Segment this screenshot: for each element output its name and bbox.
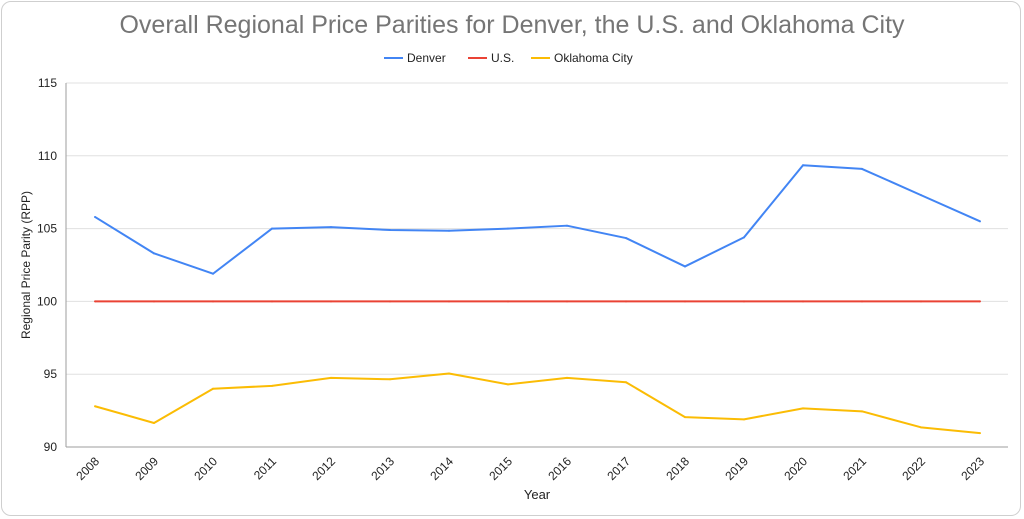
data-point: [271, 227, 273, 230]
data-point: [448, 300, 450, 303]
data-point: [802, 407, 804, 410]
legend-label: U.S.: [491, 51, 514, 65]
series-line-oklahoma-city: [94, 372, 981, 435]
data-point: [153, 300, 155, 303]
data-point: [979, 300, 981, 303]
x-tick-label: 2021: [840, 454, 869, 483]
x-tick-label: 2018: [663, 454, 692, 483]
data-point: [802, 164, 804, 167]
data-point: [625, 300, 627, 303]
data-point: [566, 376, 568, 379]
data-point: [920, 300, 922, 303]
y-axis-ticks: 90 95 100 105 110 115: [37, 76, 57, 454]
x-axis-label: Year: [524, 487, 551, 502]
x-tick-label: 2023: [958, 454, 987, 483]
x-tick-label: 2022: [899, 454, 928, 483]
data-point: [389, 229, 391, 232]
data-point: [743, 418, 745, 421]
x-tick-label: 2013: [368, 454, 397, 483]
data-point: [920, 426, 922, 429]
y-tick-label: 105: [37, 222, 57, 236]
y-tick-label: 95: [44, 367, 58, 381]
x-tick-label: 2015: [486, 454, 515, 483]
data-point: [94, 405, 96, 408]
data-point: [212, 300, 214, 303]
data-point: [684, 416, 686, 419]
data-point: [212, 387, 214, 390]
data-point: [684, 265, 686, 268]
data-point: [743, 300, 745, 303]
data-point: [566, 224, 568, 227]
data-point: [625, 381, 627, 384]
data-point: [979, 432, 981, 435]
x-tick-label: 2011: [251, 454, 279, 482]
legend-item: Denver: [384, 51, 446, 65]
legend-item: U.S.: [468, 51, 514, 65]
data-point: [920, 194, 922, 197]
legend: Denver U.S. Oklahoma City: [384, 51, 633, 65]
data-point: [743, 236, 745, 239]
data-point: [861, 167, 863, 170]
data-point: [330, 376, 332, 379]
legend-label: Oklahoma City: [554, 51, 633, 65]
x-tick-label: 2020: [781, 454, 810, 483]
data-point: [330, 300, 332, 303]
x-tick-label: 2019: [722, 454, 751, 483]
series-lines: [94, 164, 981, 435]
data-point: [684, 300, 686, 303]
data-point: [507, 227, 509, 230]
x-tick-label: 2014: [427, 454, 456, 483]
chart-title: Overall Regional Price Parities for Denv…: [119, 11, 905, 39]
data-point: [271, 300, 273, 303]
x-tick-label: 2017: [604, 454, 633, 483]
data-point: [389, 378, 391, 381]
data-point: [212, 272, 214, 275]
y-tick-label: 115: [38, 76, 57, 90]
x-tick-label: 2016: [545, 454, 574, 483]
y-tick-label: 100: [37, 294, 57, 308]
legend-label: Denver: [407, 51, 446, 65]
data-point: [153, 252, 155, 255]
data-point: [861, 410, 863, 413]
data-point: [389, 300, 391, 303]
x-tick-label: 2010: [191, 454, 220, 483]
y-tick-label: 90: [44, 440, 58, 454]
y-tick-label: 110: [38, 149, 57, 163]
x-axis-ticks: 2008 2009 2010 2011 2012 2013 2014 2015 2016 2017…: [73, 454, 987, 483]
data-point: [861, 300, 863, 303]
y-axis-label: Regional Price Parity (RPP): [19, 191, 33, 339]
data-point: [507, 300, 509, 303]
x-tick-label: 2009: [132, 454, 161, 483]
x-tick-label: 2012: [309, 454, 338, 483]
data-point: [94, 300, 96, 303]
data-point: [566, 300, 568, 303]
x-tick-label: 2008: [73, 454, 102, 483]
data-point: [153, 421, 155, 424]
data-point: [448, 229, 450, 232]
data-point: [507, 383, 509, 386]
data-point: [271, 384, 273, 387]
data-point: [802, 300, 804, 303]
data-point: [94, 215, 96, 218]
data-point: [625, 237, 627, 240]
legend-item: Oklahoma City: [531, 51, 633, 65]
series-line-denver: [94, 164, 981, 275]
data-point: [979, 220, 981, 223]
data-point: [330, 226, 332, 229]
data-point: [448, 372, 450, 375]
